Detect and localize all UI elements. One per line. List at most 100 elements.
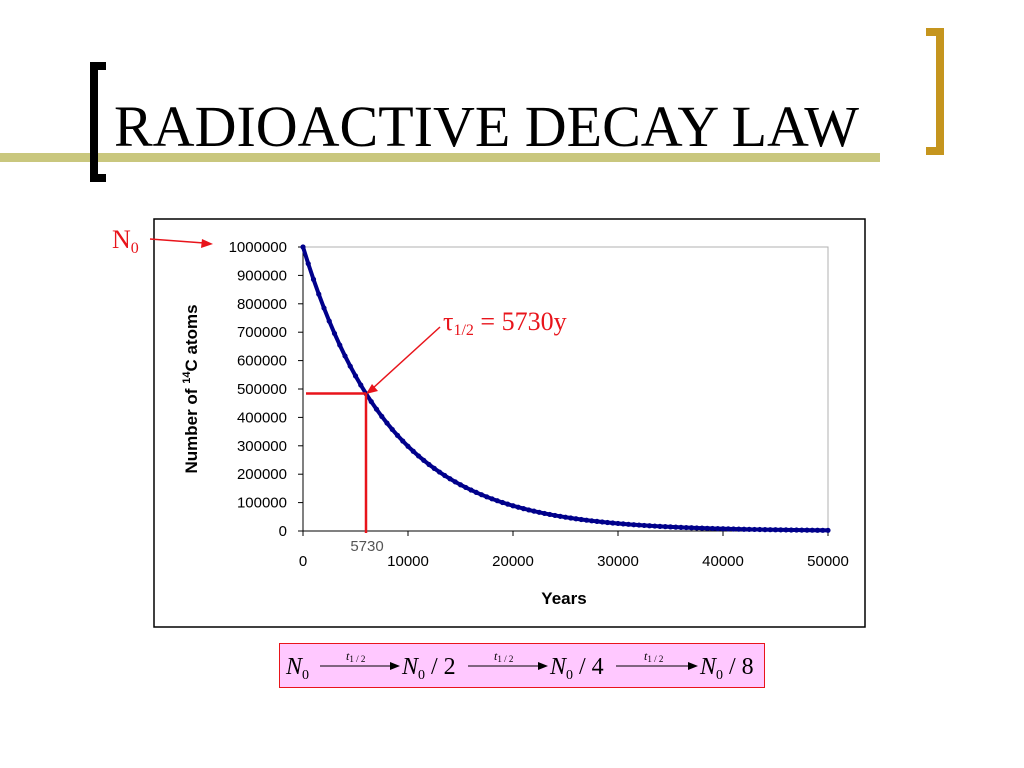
data-point	[352, 373, 359, 379]
data-point	[820, 527, 826, 533]
data-point	[515, 504, 521, 510]
slide-title: RADIOACTIVE DECAY LAW	[114, 94, 859, 159]
data-point	[547, 511, 553, 518]
data-point	[463, 484, 469, 491]
data-point	[625, 521, 632, 527]
data-point	[562, 514, 569, 520]
data-point	[725, 526, 731, 532]
data-point	[310, 276, 317, 282]
data-point	[489, 496, 495, 502]
data-point	[715, 526, 721, 532]
y-tick-label: 700000	[237, 324, 287, 341]
x-axis: 0 10000 20000 30000 40000 50000	[299, 530, 849, 570]
data-point	[384, 420, 390, 426]
data-point	[799, 527, 805, 533]
formula-arrow-label-1: t1 / 2	[346, 649, 365, 664]
data-point	[557, 513, 563, 519]
data-point	[573, 516, 579, 522]
data-point	[342, 353, 348, 359]
data-point	[720, 526, 726, 532]
tau-label: τ1/2 = 5730y	[443, 307, 567, 339]
data-point	[436, 469, 443, 475]
data-point	[316, 291, 322, 297]
formula-arrow-head-2	[538, 662, 548, 670]
data-point	[473, 489, 479, 496]
data-point	[767, 527, 773, 533]
data-point	[520, 506, 527, 512]
half-life-annotations: 5730 τ1/2 = 5730y N0	[112, 225, 567, 555]
data-point	[394, 432, 401, 438]
data-point	[300, 244, 306, 250]
data-point	[536, 509, 542, 515]
data-point	[814, 527, 821, 533]
data-point	[321, 305, 327, 311]
data-point	[457, 482, 464, 488]
data-point	[541, 510, 548, 517]
data-point	[673, 524, 679, 530]
y-axis-title-rest: C atoms	[182, 304, 201, 371]
data-point	[688, 525, 695, 531]
tau-value: = 5730y	[474, 307, 567, 336]
y-tick-label: 500000	[237, 381, 287, 398]
data-point	[373, 406, 380, 412]
formula-sub: 0	[302, 668, 309, 683]
n0-subscript: 0	[131, 240, 139, 257]
data-point	[505, 501, 511, 507]
data-point	[447, 476, 453, 482]
data-point	[552, 512, 558, 519]
data-point	[568, 515, 574, 521]
data-point	[494, 498, 500, 504]
data-point	[736, 526, 742, 532]
data-point	[526, 507, 532, 513]
data-point	[751, 526, 758, 533]
data-point	[641, 522, 647, 529]
data-point	[400, 438, 406, 444]
y-tick-label: 300000	[237, 438, 287, 455]
data-point	[678, 524, 684, 530]
data-point	[337, 342, 343, 348]
x-tick-label: 50000	[807, 553, 849, 570]
data-point	[421, 457, 427, 463]
left-bracket-decoration	[90, 62, 106, 182]
formula-arrow-label-3: t1 / 2	[644, 649, 663, 664]
data-point	[793, 527, 800, 533]
data-point	[809, 527, 815, 533]
data-point	[484, 494, 490, 500]
data-point	[426, 461, 432, 468]
title-underline	[0, 153, 880, 162]
half-life-tick-label: 5730	[350, 538, 383, 555]
n0-label: N0	[112, 225, 139, 257]
y-tick-label: 800000	[237, 296, 287, 313]
tau-arrow-line	[371, 326, 441, 390]
y-tick-label: 900000	[237, 267, 287, 284]
data-point	[431, 465, 437, 471]
y-axis-title-sup: 14	[181, 371, 193, 384]
data-point	[615, 520, 621, 527]
data-point	[410, 448, 416, 454]
data-point	[589, 518, 595, 524]
data-point	[415, 453, 422, 459]
data-point	[305, 261, 311, 267]
data-point	[478, 492, 485, 498]
decay-series	[300, 244, 831, 533]
data-point	[741, 526, 747, 532]
tau-subscript: 1/2	[453, 322, 473, 339]
plot-area	[302, 246, 829, 532]
formula-arrow-head-1	[390, 662, 400, 670]
data-point	[578, 516, 584, 523]
x-tick-label: 0	[299, 553, 307, 570]
decay-formula: N0 t1 / 2 N0/ 2 t1 / 2 N0/ 4 t1 / 2 N0/ …	[285, 649, 754, 683]
data-point	[389, 426, 395, 433]
data-point	[730, 526, 737, 532]
y-tick-label: 1000000	[229, 239, 287, 256]
data-point	[405, 443, 411, 449]
data-point	[699, 525, 705, 531]
y-tick-label: 400000	[237, 409, 287, 426]
data-point	[662, 524, 668, 530]
data-point	[757, 526, 763, 533]
data-point	[778, 527, 784, 533]
data-point	[331, 330, 338, 337]
data-point	[620, 521, 626, 527]
data-point	[610, 520, 616, 526]
data-point	[368, 399, 374, 405]
